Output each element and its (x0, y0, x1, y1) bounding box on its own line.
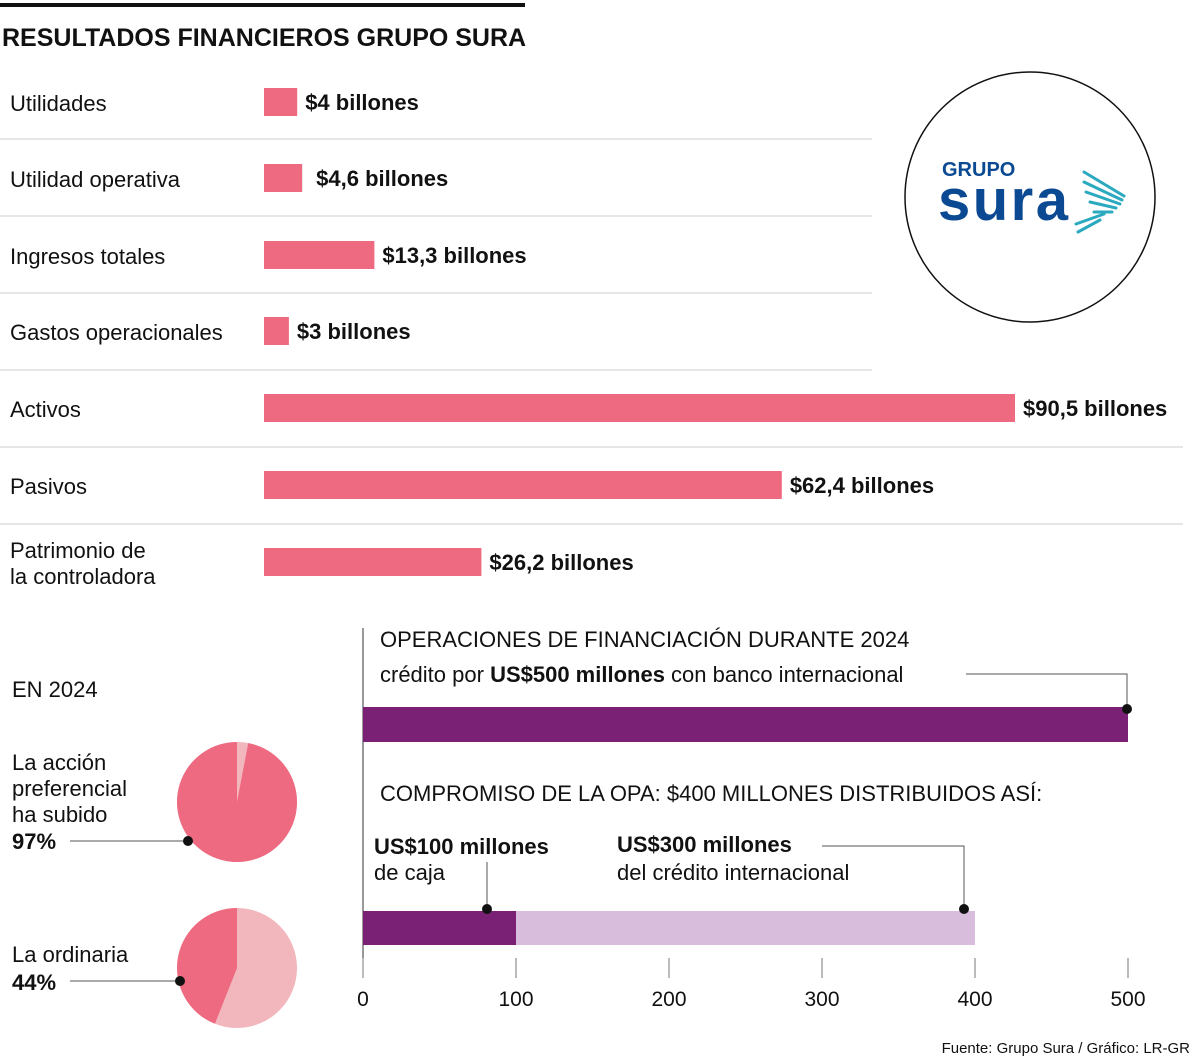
credit-text: crédito por (380, 662, 490, 687)
section-title: COMPROMISO DE LA OPA: $400 MILLONES DIST… (380, 781, 1042, 806)
segment-sublabel: de caja (374, 860, 446, 885)
bar (264, 394, 1015, 422)
pie-label: La ordinaria (12, 942, 129, 967)
section-title: OPERACIONES DE FINANCIACIÓN DURANTE 2024 (380, 627, 909, 652)
logo-wing-icon (1074, 212, 1106, 226)
logo-wing-icon (1076, 218, 1102, 234)
chart-title: RESULTADOS FINANCIEROS GRUPO SURA (2, 24, 526, 52)
leader-line (966, 673, 1128, 709)
logo-circle (904, 71, 1156, 323)
bar-segment-credit (516, 911, 975, 945)
x-tick-label: 500 (1110, 988, 1145, 1011)
bar (264, 164, 303, 192)
x-tick-label: 100 (498, 988, 533, 1011)
bar (264, 317, 289, 345)
value-label: $26,2 billones (489, 550, 633, 575)
bar (264, 241, 375, 269)
leader-dot (1122, 704, 1132, 714)
value-label: $4,6 billones (316, 166, 448, 191)
credit-description: crédito por US$500 millones con banco in… (380, 662, 903, 687)
leader-dot (959, 904, 969, 914)
logo-text: sura (938, 168, 1069, 233)
bar-segment-cash (363, 911, 516, 945)
leader-dot (183, 836, 193, 846)
x-tick-label: 400 (957, 988, 992, 1011)
logo-wing-icon (1088, 200, 1118, 210)
pie-value: 44% (12, 970, 56, 995)
logo-wing-icon (1082, 170, 1126, 198)
bar (264, 88, 298, 116)
bar-credit (363, 707, 1128, 742)
value-label: $13,3 billones (382, 243, 526, 268)
value-label: $3 billones (297, 319, 411, 344)
pie-label: ha subido (12, 802, 107, 827)
pie-value: 97% (12, 829, 56, 854)
category-label: Ingresos totales (10, 244, 165, 269)
category-label: Utilidades (10, 91, 107, 116)
category-label: la controladora (10, 564, 156, 589)
category-label: Pasivos (10, 474, 87, 499)
segment-sublabel: del crédito internacional (617, 860, 849, 885)
value-label: $4 billones (305, 90, 419, 115)
x-tick-label: 300 (804, 988, 839, 1011)
pie-label: La acción (12, 750, 106, 775)
logo-text: GRUPO (942, 159, 1015, 181)
leader-line (822, 845, 965, 909)
leader-dot (482, 904, 492, 914)
source-note: Fuente: Grupo Sura / Gráfico: LR-GR (942, 1040, 1191, 1057)
value-label: $62,4 billones (790, 473, 934, 498)
logo-wing-icon (1084, 190, 1122, 206)
credit-text: US$500 millones (490, 662, 665, 687)
category-label: Patrimonio de (10, 538, 146, 563)
credit-text: con banco internacional (665, 662, 904, 687)
segment-label: US$300 millones (617, 832, 792, 857)
section-title: EN 2024 (12, 677, 98, 702)
bar (264, 548, 482, 576)
x-tick-label: 0 (357, 988, 369, 1011)
pie-slice (177, 742, 298, 863)
title-rule (0, 3, 525, 7)
logo-wing-icon (1082, 180, 1124, 202)
pie-label: preferencial (12, 776, 127, 801)
value-label: $90,5 billones (1023, 396, 1167, 421)
leader-dot (175, 976, 185, 986)
bar (264, 471, 782, 499)
x-tick-label: 200 (651, 988, 686, 1011)
segment-label: US$100 millones (374, 834, 549, 859)
category-label: Utilidad operativa (10, 167, 181, 192)
category-label: Activos (10, 397, 81, 422)
pie-slice (177, 908, 237, 1024)
category-label: Gastos operacionales (10, 320, 223, 345)
